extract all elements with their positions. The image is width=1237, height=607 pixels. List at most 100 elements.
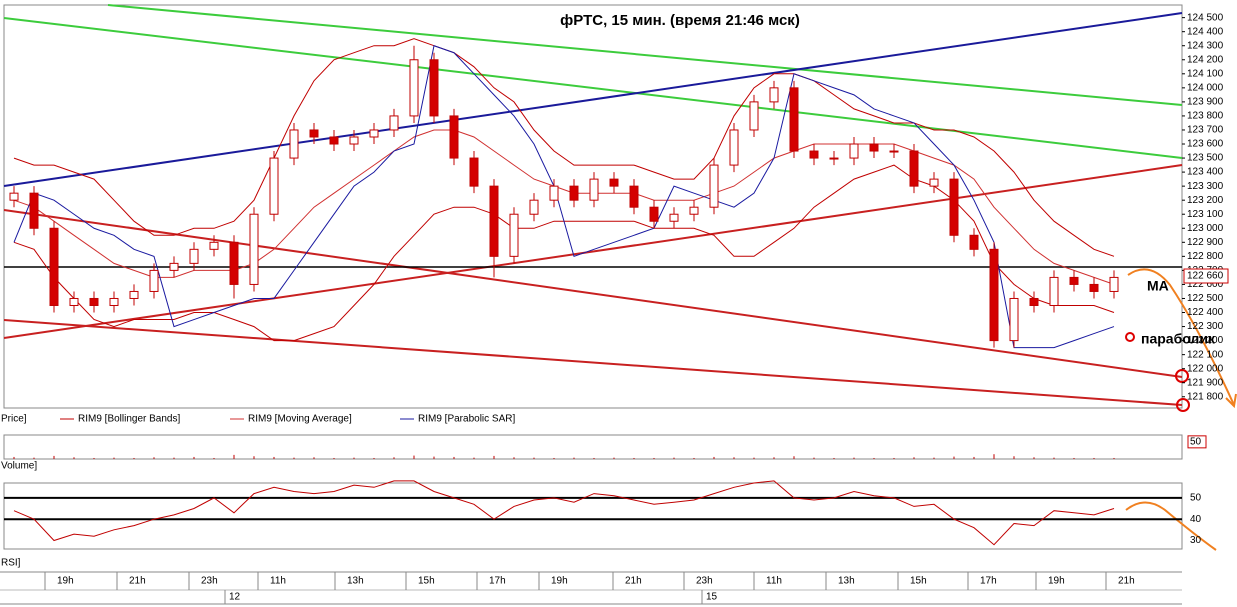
x-tick-label: 13h bbox=[347, 576, 364, 587]
candle-body bbox=[989, 248, 999, 342]
panel-label: RSI] bbox=[1, 558, 21, 569]
parabolic-sar bbox=[13, 45, 1115, 349]
candle-body bbox=[649, 206, 659, 222]
y-tick-label: 124 200 bbox=[1187, 54, 1224, 65]
volume-bar bbox=[753, 457, 755, 459]
candle-body bbox=[89, 297, 99, 306]
candle-body bbox=[389, 115, 399, 131]
candle-body bbox=[229, 241, 239, 285]
volume-bar bbox=[1073, 457, 1075, 459]
volume-bar bbox=[53, 455, 55, 459]
volume-bar bbox=[973, 456, 975, 459]
forecast-arrow bbox=[1127, 268, 1235, 406]
volume-bar bbox=[353, 457, 355, 459]
rsi-panel bbox=[3, 482, 1183, 550]
candle-body bbox=[569, 185, 579, 201]
candle-body bbox=[409, 59, 419, 117]
volume-bar bbox=[453, 456, 455, 459]
y-tick-label: 123 200 bbox=[1187, 195, 1224, 206]
trend-line bbox=[3, 164, 1183, 339]
trend-line bbox=[3, 17, 1183, 159]
candle-body bbox=[729, 129, 739, 166]
volume-bar bbox=[473, 457, 475, 459]
x-tick-label: 21h bbox=[625, 576, 642, 587]
x-tick-label: 23h bbox=[201, 576, 218, 587]
volume-bar bbox=[1053, 457, 1055, 459]
volume-bar bbox=[193, 456, 195, 459]
legend-label: RIM9 [Moving Average] bbox=[248, 414, 352, 425]
candle-body bbox=[829, 157, 839, 160]
day-tick-label: 15 bbox=[706, 592, 718, 603]
y-tick-label: 123 900 bbox=[1187, 97, 1224, 108]
candle-body bbox=[129, 290, 139, 299]
candle-body bbox=[949, 178, 959, 236]
candle-body bbox=[629, 185, 639, 208]
volume-bar bbox=[413, 455, 415, 459]
x-tick-label: 15h bbox=[910, 576, 927, 587]
volume-bar bbox=[113, 457, 115, 459]
volume-bar bbox=[913, 457, 915, 459]
candle-body bbox=[869, 143, 879, 152]
x-tick-label: 19h bbox=[1048, 576, 1065, 587]
candle-body bbox=[789, 87, 799, 152]
volume-bar bbox=[653, 457, 655, 459]
candle-body bbox=[369, 129, 379, 138]
candle-body bbox=[1069, 276, 1079, 285]
volume-bar bbox=[33, 457, 35, 459]
chart-title: фРТС, 15 мин. (время 21:46 мск) bbox=[560, 12, 800, 29]
arrow-head bbox=[1225, 393, 1237, 409]
volume-bar bbox=[633, 457, 635, 459]
candle-body bbox=[689, 206, 699, 215]
candle-body bbox=[849, 143, 859, 159]
panel-label: Volume] bbox=[1, 461, 37, 472]
candle-body bbox=[749, 101, 759, 131]
y-tick-label: 122 300 bbox=[1187, 321, 1224, 332]
last-price-box bbox=[1183, 268, 1229, 284]
volume-bar bbox=[253, 456, 255, 459]
annotation: MA bbox=[1147, 278, 1169, 294]
y-tick-label: 30 bbox=[1190, 535, 1202, 546]
candle-body bbox=[29, 192, 39, 229]
volume-bar bbox=[773, 457, 775, 459]
candle-body bbox=[669, 213, 679, 222]
volume-bar bbox=[13, 456, 15, 459]
panel-label: Price] bbox=[1, 414, 27, 425]
volume-bar bbox=[553, 457, 555, 459]
x-tick-label: 15h bbox=[418, 576, 435, 587]
volume-bar bbox=[153, 457, 155, 459]
candle-body bbox=[969, 234, 979, 250]
candle-body bbox=[169, 262, 179, 271]
candle-body bbox=[329, 136, 339, 145]
candle-body bbox=[249, 213, 259, 285]
candle-body bbox=[469, 157, 479, 187]
volume-bar bbox=[613, 457, 615, 459]
y-tick-label: 124 100 bbox=[1187, 68, 1224, 79]
volume-bar bbox=[693, 457, 695, 459]
legend-label: RIM9 [Bollinger Bands] bbox=[78, 414, 180, 425]
y-tick-label: 121 900 bbox=[1187, 377, 1224, 388]
volume-bar bbox=[853, 457, 855, 459]
x-tick-label: 17h bbox=[489, 576, 506, 587]
volume-bar bbox=[333, 457, 335, 459]
candle-body bbox=[449, 115, 459, 159]
trend-line bbox=[107, 4, 1183, 106]
y-tick-label: 123 500 bbox=[1187, 153, 1224, 164]
candle-body bbox=[269, 157, 279, 215]
candle-body bbox=[69, 297, 79, 306]
candle-body bbox=[929, 178, 939, 187]
y-tick-label: 50 bbox=[1190, 493, 1202, 504]
y-tick-label: 50 bbox=[1190, 436, 1202, 447]
volume-bar bbox=[433, 456, 435, 459]
volume-bar bbox=[133, 457, 135, 459]
volume-bar bbox=[213, 457, 215, 459]
volume-bar bbox=[313, 457, 315, 459]
last-price-label: 122 660 bbox=[1187, 271, 1224, 282]
annotation: параболик bbox=[1141, 331, 1216, 347]
y-tick-label: 123 400 bbox=[1187, 167, 1224, 178]
volume-bar bbox=[533, 457, 535, 459]
x-tick-label: 23h bbox=[696, 576, 713, 587]
marker-circle bbox=[1176, 398, 1190, 412]
volume-bar bbox=[933, 457, 935, 459]
candle-body bbox=[509, 213, 519, 257]
candle-body bbox=[1009, 297, 1019, 342]
